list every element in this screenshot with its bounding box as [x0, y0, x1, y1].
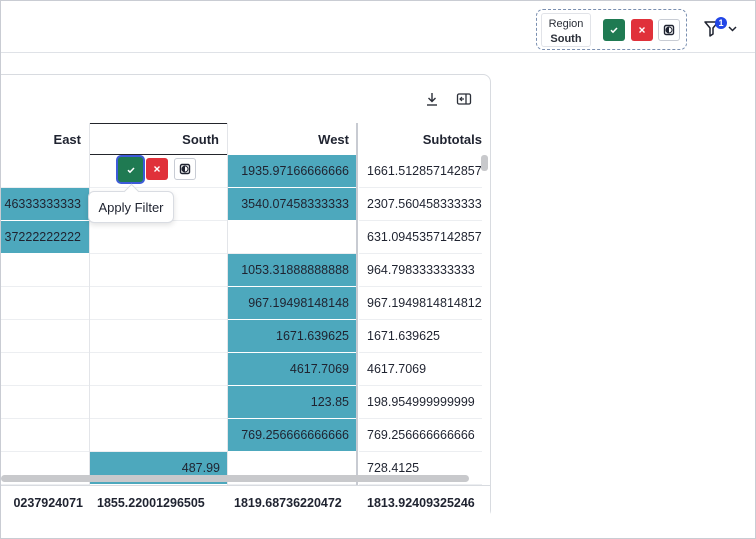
- check-icon: [610, 27, 618, 34]
- column-header-south[interactable]: South: [89, 123, 228, 155]
- cell-south[interactable]: [89, 419, 228, 452]
- subtotal-divider: [356, 123, 358, 518]
- horizontal-scrollbar[interactable]: [1, 475, 469, 482]
- total-subtotal: 1813.92409325246: [367, 495, 475, 510]
- total-east: 0237924071: [13, 495, 83, 510]
- cell-east[interactable]: 37222222222: [1, 221, 89, 254]
- invert-icon: [179, 163, 191, 175]
- cell-subtotal[interactable]: 728.4125: [359, 452, 482, 485]
- totals-row: 0237924071 1855.22001296505 1819.6873622…: [1, 485, 490, 518]
- filter-chip-label-box: Region South: [541, 13, 591, 47]
- total-west: 1819.68736220472: [234, 495, 342, 510]
- cell-subtotal[interactable]: 1671.639625: [359, 320, 482, 353]
- cell-west[interactable]: [228, 221, 357, 254]
- cell-south[interactable]: [89, 320, 228, 353]
- cell-apply-filter-button[interactable]: [118, 157, 143, 182]
- vertical-scrollbar[interactable]: [481, 155, 488, 171]
- cell-west[interactable]: 1935.97166666666: [228, 155, 357, 188]
- cell-east[interactable]: [1, 254, 89, 287]
- cell-invert-filter-button[interactable]: [174, 158, 196, 180]
- column-header-west[interactable]: West: [318, 131, 349, 147]
- cell-filter-actions: [118, 157, 198, 183]
- cell-east[interactable]: [1, 320, 89, 353]
- side-panel-icon: [456, 93, 472, 105]
- close-icon: [639, 27, 645, 33]
- filter-chip[interactable]: Region South: [536, 9, 687, 50]
- close-icon: [154, 166, 160, 172]
- chip-apply-button[interactable]: [603, 19, 625, 41]
- cell-east[interactable]: 46333333333: [1, 188, 89, 221]
- check-icon: [126, 166, 135, 173]
- cell-east[interactable]: [1, 419, 89, 452]
- invert-icon: [663, 24, 675, 36]
- cell-south[interactable]: [89, 353, 228, 386]
- cell-cancel-filter-button[interactable]: [146, 158, 168, 180]
- column-divider: [89, 123, 90, 518]
- cell-west[interactable]: [228, 452, 357, 485]
- cell-subtotal[interactable]: 769.256666666666: [359, 419, 482, 452]
- cell-subtotal[interactable]: 198.954999999999: [359, 386, 482, 419]
- cell-subtotal[interactable]: 964.798333333333: [359, 254, 482, 287]
- cell-subtotal[interactable]: 967.1949814814812: [359, 287, 482, 320]
- column-divider: [227, 123, 228, 518]
- column-header-east[interactable]: East: [53, 131, 81, 147]
- pivot-grid: East South West Subtotals 1935.971666666…: [1, 123, 490, 518]
- filter-menu-button[interactable]: 1: [703, 17, 741, 41]
- cell-west[interactable]: 3540.07458333333: [228, 188, 357, 221]
- cell-south[interactable]: [89, 386, 228, 419]
- cell-subtotal[interactable]: 1661.512857142857: [359, 155, 482, 188]
- chip-invert-button[interactable]: [658, 19, 680, 41]
- cell-east[interactable]: [1, 452, 89, 485]
- cell-south[interactable]: [89, 254, 228, 287]
- apply-filter-tooltip: Apply Filter: [88, 191, 174, 223]
- side-panel-button[interactable]: [456, 91, 472, 107]
- filter-chip-value: South: [550, 33, 582, 45]
- total-south: 1855.22001296505: [97, 495, 205, 510]
- filter-chip-label: Region: [548, 18, 584, 30]
- cell-west[interactable]: 4617.7069: [228, 353, 357, 386]
- cell-west[interactable]: 123.85: [228, 386, 357, 419]
- column-header-subtotals[interactable]: Subtotals: [422, 131, 482, 147]
- cell-west[interactable]: 769.256666666666: [228, 419, 357, 452]
- cell-east[interactable]: [1, 353, 89, 386]
- cell-east[interactable]: [1, 287, 89, 320]
- cell-subtotal[interactable]: 2307.560458333333: [359, 188, 482, 221]
- download-button[interactable]: [424, 91, 440, 107]
- top-bar: Region South 1: [1, 1, 755, 53]
- cell-subtotal[interactable]: 4617.7069: [359, 353, 482, 386]
- filter-count-badge: 1: [715, 17, 727, 29]
- cell-south[interactable]: [89, 221, 228, 254]
- chip-cancel-button[interactable]: [631, 19, 653, 41]
- cell-west[interactable]: 1671.639625: [228, 320, 357, 353]
- cell-subtotal[interactable]: 631.0945357142857: [359, 221, 482, 254]
- cell-east[interactable]: [1, 155, 89, 188]
- cell-south[interactable]: [89, 287, 228, 320]
- cell-south[interactable]: [89, 155, 228, 188]
- download-icon: [427, 93, 437, 106]
- cell-east[interactable]: [1, 386, 89, 419]
- cell-west[interactable]: 1053.31888888888: [228, 254, 357, 287]
- cell-west[interactable]: 967.19498148148: [228, 287, 357, 320]
